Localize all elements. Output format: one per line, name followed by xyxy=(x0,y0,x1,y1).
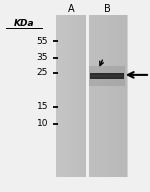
Text: 10: 10 xyxy=(36,119,48,128)
Text: A: A xyxy=(68,4,75,14)
Text: KDa: KDa xyxy=(14,19,34,27)
Text: B: B xyxy=(104,4,111,14)
Bar xyxy=(90,73,124,79)
Text: 55: 55 xyxy=(36,37,48,46)
Text: 15: 15 xyxy=(36,102,48,111)
Text: 25: 25 xyxy=(37,69,48,77)
Bar xyxy=(88,15,127,177)
Bar xyxy=(89,66,124,86)
Bar xyxy=(91,75,123,77)
Text: 35: 35 xyxy=(36,53,48,62)
Bar xyxy=(56,15,86,177)
